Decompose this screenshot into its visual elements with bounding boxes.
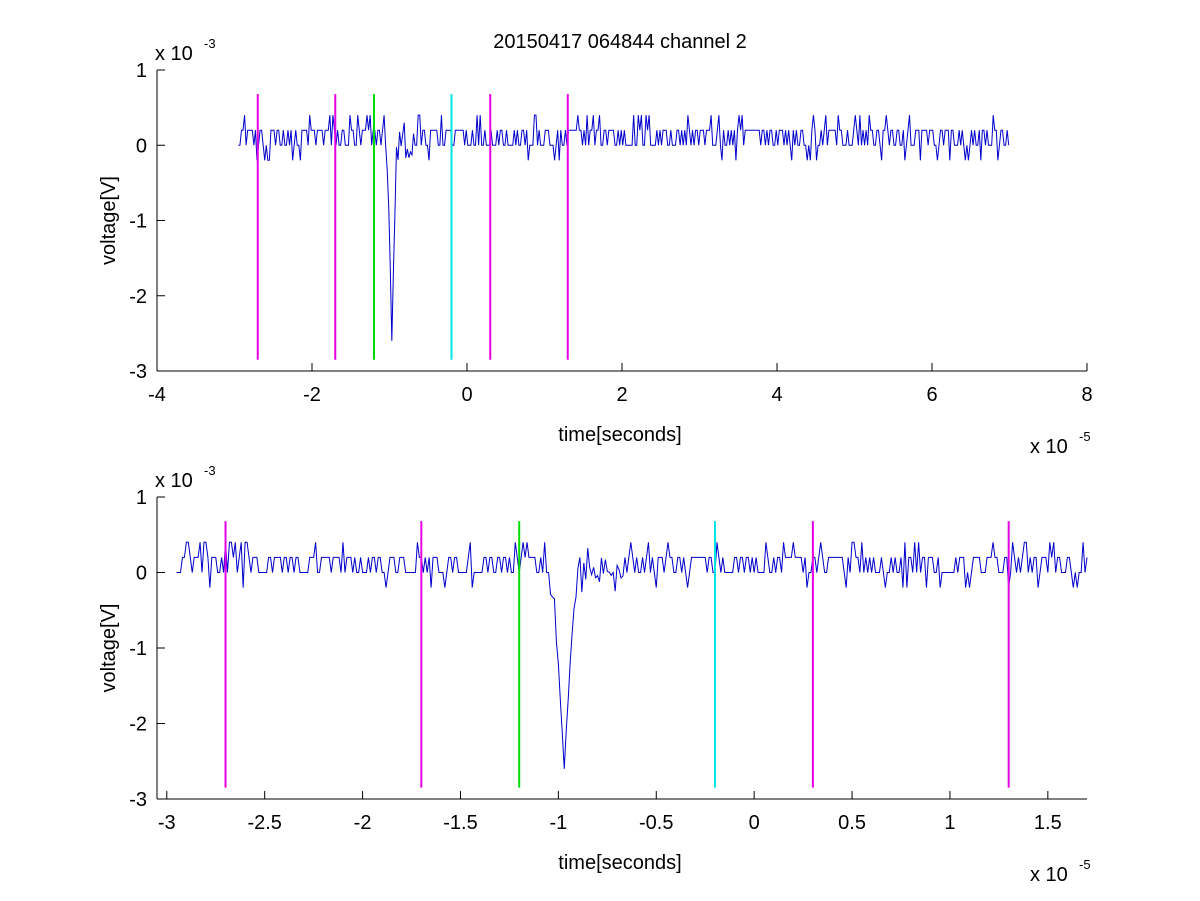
signal-trace [176,541,1088,769]
x-axis-title: time[seconds] [558,852,681,874]
x-tick-label: -4 [148,384,166,406]
top-chart: -4 -2 0 2 4 6 8 -3 -2 -1 0 1 time[seconds] voltage[V]… [98,36,1093,458]
x-tick-label: 1.5 [1034,812,1062,834]
y-exponent-label: x 10 [155,470,193,492]
x-tick-label: 4 [771,384,782,406]
x-exponent-power: -5 [1079,429,1091,444]
x-exponent-power: -5 [1079,857,1091,872]
x-tick-label: -3 [158,812,176,834]
signal-trace [238,114,1010,341]
x-tick-label: 6 [926,384,937,406]
x-tick-label: -2 [354,812,372,834]
y-tick-label: -3 [129,361,147,383]
y-exponent-label: x 10 [155,43,193,65]
y-tick-label: 0 [136,135,147,157]
x-axis-title: time[seconds] [558,424,681,446]
y-tick-label: 1 [136,60,147,82]
x-tick-label: -2.5 [247,812,281,834]
x-tick-label: 0 [461,384,472,406]
x-tick-label: 1 [944,812,955,834]
bottom-chart: -3 -2.5 -2 -1.5 -1 -0.5 0 0.5 1 1.5 -3 -2 -1 0 1 time[s… [98,463,1091,886]
x-tick-label: -1.5 [443,812,477,834]
y-tick-label: 0 [136,563,147,585]
x-exponent-label: x 10 [1030,864,1068,886]
y-axis-title: voltage[V] [98,604,120,693]
y-tick-label: -3 [129,789,147,811]
y-tick-label: -2 [129,714,147,736]
x-tick-label: 0 [749,812,760,834]
y-tick-label: -2 [129,286,147,308]
y-tick-label: -1 [129,638,147,660]
y-tick-label: -1 [129,211,147,233]
x-exponent-label: x 10 [1030,436,1068,458]
x-tick-label: 2 [616,384,627,406]
figure-title: 20150417 064844 channel 2 [493,31,747,53]
x-tick-label: 8 [1081,384,1092,406]
x-tick-label: -1 [549,812,567,834]
x-tick-label: 0.5 [838,812,866,834]
x-tick-label: -2 [303,384,321,406]
y-exponent-power: -3 [204,36,216,51]
y-tick-label: 1 [136,487,147,509]
y-exponent-power: -3 [204,463,216,478]
x-tick-label: -0.5 [639,812,673,834]
y-axis-title: voltage[V] [98,176,120,265]
